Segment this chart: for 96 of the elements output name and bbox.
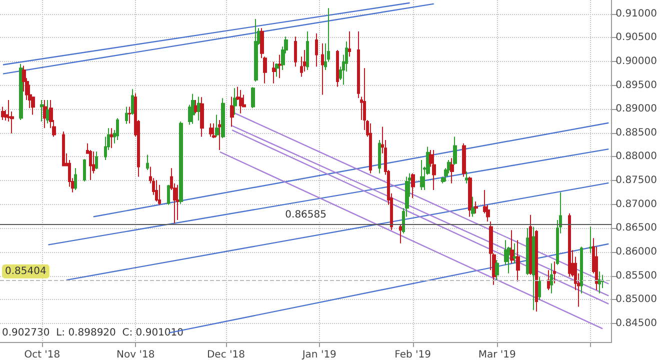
y-tick-label: 0.86500 (616, 222, 658, 234)
candlestick (95, 150, 98, 170)
candlestick (462, 142, 466, 178)
candlestick (62, 130, 65, 167)
candlestick (251, 86, 255, 109)
y-tick-label: 0.89500 (616, 80, 658, 91)
candlestick (550, 262, 553, 294)
candlestick (275, 62, 279, 78)
candlestick (468, 176, 472, 218)
candlestick (74, 168, 77, 191)
y-tick-label: 0.91000 (616, 8, 658, 20)
x-tick-label: Feb '19 (394, 350, 431, 360)
x-tick-label: Jan '19 (301, 350, 336, 360)
candlestick (411, 172, 415, 199)
x-tick-label: Mar '19 (478, 350, 516, 360)
candlestick (40, 100, 44, 122)
candlestick (535, 230, 538, 312)
candlestick (513, 242, 517, 264)
candlestick (450, 158, 454, 184)
annotation: 0.902730 L: 0.898920 C: 0.901010 (2, 328, 184, 338)
candlestick (420, 160, 424, 191)
x-tick-label: Nov '18 (116, 350, 155, 360)
y-tick-label: 0.90000 (616, 56, 658, 67)
y-tick-label: 0.85500 (616, 270, 658, 282)
y-tick-label: 0.87500 (616, 175, 658, 186)
candlestick (336, 50, 339, 88)
candlestick (146, 154, 149, 171)
y-tick-label: 0.84500 (616, 318, 658, 329)
candlestick (272, 61, 276, 84)
candlestick (46, 100, 50, 124)
y-tick-label: 0.85000 (616, 294, 658, 306)
candlestick (215, 114, 219, 138)
candlestick (19, 63, 23, 121)
candlestick (547, 270, 550, 291)
candlestick (471, 196, 475, 218)
candlestick (239, 90, 243, 114)
y-tick-label: 0.88000 (616, 151, 658, 162)
candlestick (510, 230, 514, 264)
candlestick (158, 184, 161, 206)
candlestick (197, 96, 201, 122)
candlestick (399, 224, 402, 244)
candlestick (1, 106, 5, 121)
ref-line-label: 0.85404 (5, 266, 46, 277)
candlestick (128, 106, 131, 124)
candlestick (125, 106, 128, 124)
candlestick (194, 100, 198, 114)
candlestick (321, 42, 324, 96)
ref-line-label: 0.86585 (285, 210, 327, 221)
candlestick (221, 98, 225, 139)
candlestick (474, 200, 478, 214)
candlestick (191, 93, 195, 124)
candlestick (538, 276, 541, 301)
candlestick (306, 30, 309, 71)
y-tick-label: 0.86000 (616, 246, 658, 258)
candlestick (200, 96, 204, 138)
candlestick (83, 158, 86, 182)
candlestick (357, 30, 360, 99)
candlestick (131, 88, 134, 116)
candlestick (453, 136, 457, 166)
candlestick (179, 120, 183, 204)
candlestick (212, 122, 216, 139)
candlestick (553, 261, 556, 284)
candlestick (116, 118, 119, 141)
y-tick-label: 0.87000 (616, 198, 658, 210)
candlestick (43, 100, 47, 129)
candlestick (526, 228, 529, 276)
x-tick-label: Oct '18 (24, 350, 60, 360)
candlestick (516, 240, 520, 282)
candlestick (278, 54, 282, 79)
candlestick (465, 170, 469, 184)
candlestick (315, 32, 318, 68)
candlestick (495, 260, 499, 281)
candlestick (348, 30, 351, 58)
candlestick (218, 120, 222, 151)
candlestick (110, 128, 113, 149)
candlestick (589, 226, 592, 254)
x-tick-label: Dec '18 (206, 350, 245, 360)
y-tick-label: 0.88500 (616, 127, 658, 138)
y-tick-label: 0.89000 (616, 104, 658, 115)
candlestick (432, 150, 436, 191)
candlestick (254, 18, 258, 82)
candlestick (378, 140, 381, 174)
candlestick (155, 180, 158, 202)
candlestick (580, 246, 583, 294)
candlestick (532, 226, 535, 311)
candlestick (209, 122, 213, 138)
candlestick (167, 184, 170, 206)
candlestick (369, 122, 372, 174)
candlestick (233, 88, 237, 116)
candlestick (230, 96, 234, 128)
candlestick (294, 36, 297, 68)
candlestick (598, 271, 601, 294)
y-tick-label: 0.90500 (616, 32, 658, 44)
candlestick (176, 184, 180, 221)
candlestick (568, 212, 571, 278)
candlestick (529, 214, 532, 276)
